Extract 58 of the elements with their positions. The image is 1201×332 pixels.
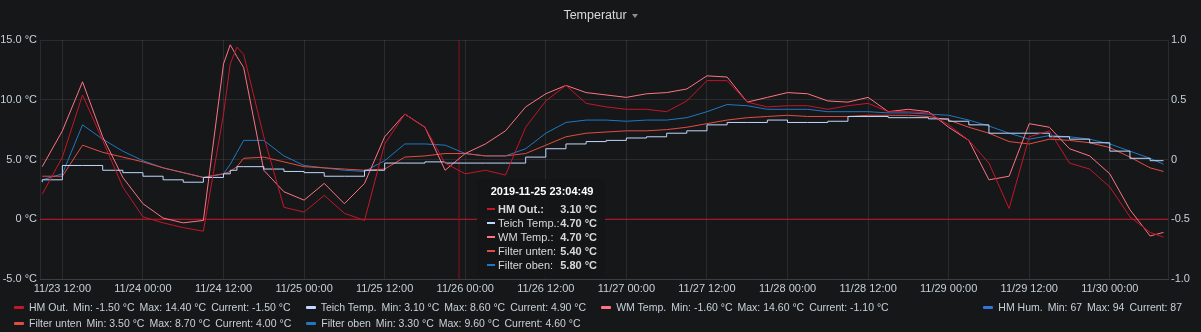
y2-tick-label: -0.5 xyxy=(1171,212,1190,225)
x-tick-label: 11/25 12:00 xyxy=(356,281,414,294)
text: Min: 3.10 °C xyxy=(381,301,440,313)
text: Current: -1.50 °C xyxy=(211,301,291,313)
text: Max: 8.60 °C xyxy=(444,301,506,313)
text: Min: 3.50 °C xyxy=(86,317,145,329)
text: Max: 14.40 °C xyxy=(139,301,207,313)
annotation: Filter oben: xyxy=(498,259,555,271)
x-tick-label: 11/26 00:00 xyxy=(436,281,494,294)
x-tick-label: 11/28 00:00 xyxy=(758,281,817,294)
annotation: 3.10 °C xyxy=(560,203,598,215)
text: Min: 3.30 °C xyxy=(375,317,434,329)
chart-title: Temperatur xyxy=(563,8,627,22)
annotation: 4.70 °C xyxy=(560,231,598,243)
annotation: 5.80 °C xyxy=(560,259,598,271)
x-tick-label: 11/30 00:00 xyxy=(1081,281,1139,294)
annotation: HM Out.: xyxy=(498,203,545,215)
y2-tick-label: 0.5 xyxy=(1171,92,1187,105)
text: Current: 87 xyxy=(1129,301,1182,313)
legend-label: HM Out. xyxy=(29,301,69,313)
x-tick-label: 11/25 00:00 xyxy=(275,281,333,294)
x-tick-label: 11/26 12:00 xyxy=(517,281,575,294)
x-tick-label: 11/27 00:00 xyxy=(597,281,656,294)
text: Max: 14.60 °C xyxy=(737,301,805,313)
text: Min: -1.60 °C xyxy=(671,301,733,313)
annotation: Filter unten: xyxy=(498,245,558,257)
y-tick-label: 5.0 °C xyxy=(6,152,38,165)
x-tick-label: 11/29 00:00 xyxy=(920,281,978,294)
x-tick-label: 11/24 00:00 xyxy=(114,281,172,294)
x-tick-label: 11/29 12:00 xyxy=(1000,281,1058,294)
y-tick-label: 10.0 °C xyxy=(0,92,38,105)
x-tick-label: 11/27 12:00 xyxy=(678,281,736,294)
y2-tick-label: 0 xyxy=(1171,152,1178,165)
legend-label: Filter oben xyxy=(321,317,371,329)
text: Current: -1.10 °C xyxy=(809,301,889,313)
annotation: 4.70 °C xyxy=(560,217,598,229)
text: Min: -1.50 °C xyxy=(73,301,135,313)
x-tick-label: 11/24 12:00 xyxy=(194,281,253,294)
text: Current: 4.00 °C xyxy=(215,317,292,329)
y-tick-label: 15.0 °C xyxy=(0,33,38,46)
annotation: 5.40 °C xyxy=(560,245,598,257)
text: Max: 94 xyxy=(1087,301,1125,313)
legend-label: HM Hum. xyxy=(998,301,1043,313)
text: Min: 67 xyxy=(1047,301,1083,313)
annotation: 2019-11-25 23:04:49 xyxy=(489,185,595,197)
text: Max: 9.60 °C xyxy=(438,317,500,329)
legend-label: Filter unten xyxy=(29,317,82,329)
text: Current: 4.60 °C xyxy=(504,317,581,329)
y2-tick-label: -1.0 xyxy=(1171,272,1190,285)
text: Max: 8.70 °C xyxy=(149,317,211,329)
legend-label: Teich Temp. xyxy=(320,301,377,313)
y-tick-label: 0 °C xyxy=(15,212,38,225)
x-tick-label: 11/28 12:00 xyxy=(839,281,897,294)
y2-tick-label: 1.0 xyxy=(1171,33,1187,46)
text: Current: 4.90 °C xyxy=(510,301,587,313)
annotation: WM Temp.: xyxy=(498,231,555,243)
legend-label: WM Temp. xyxy=(616,301,667,313)
annotation: Teich Temp.: xyxy=(498,217,561,229)
